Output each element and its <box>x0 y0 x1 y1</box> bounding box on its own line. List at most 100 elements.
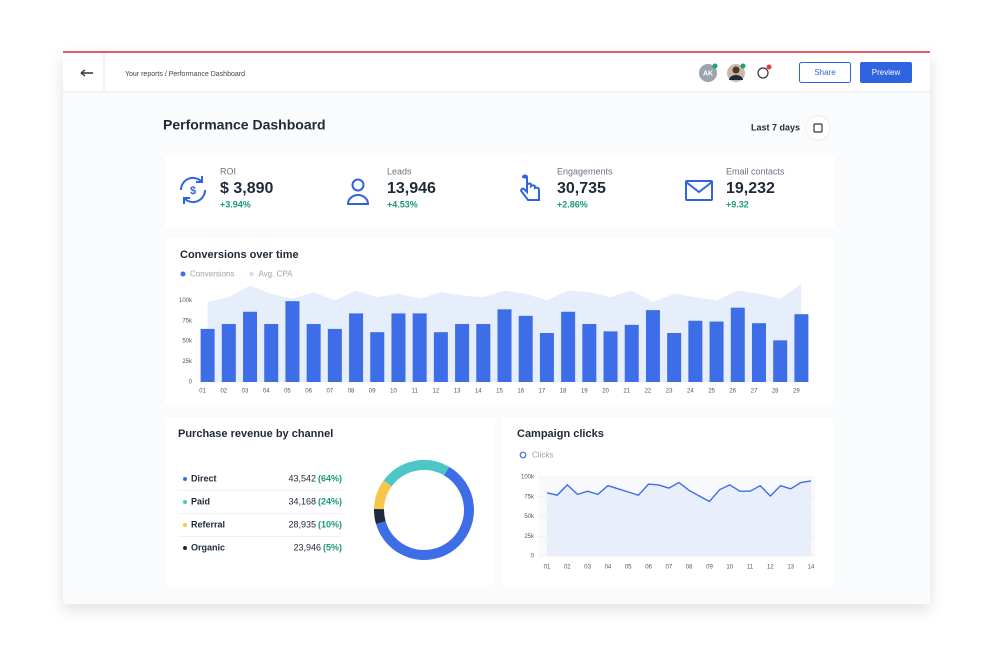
y-tick-label: 50k <box>182 339 193 345</box>
bar <box>200 328 215 382</box>
engagement-icon <box>520 174 540 201</box>
kpi-change: +2.86% <box>557 199 588 209</box>
x-tick-label: 04 <box>605 565 612 571</box>
kpi-change: +4.53% <box>387 199 418 209</box>
x-tick-label: 08 <box>348 389 355 395</box>
kpi-value: 19,232 <box>726 180 775 197</box>
calendar-button[interactable] <box>805 115 831 141</box>
x-tick-label: 02 <box>220 389 227 395</box>
bar <box>773 340 788 382</box>
bar <box>327 328 342 382</box>
bar <box>582 324 597 382</box>
x-tick-label: 16 <box>517 389 524 395</box>
x-tick-label: 06 <box>305 389 312 395</box>
x-tick-label: 09 <box>369 389 376 395</box>
x-tick-label: 15 <box>496 389 503 395</box>
bar <box>306 324 321 382</box>
preview-button[interactable] <box>860 62 912 83</box>
channel-name: Paid <box>191 496 210 506</box>
x-tick-label: 01 <box>199 389 206 395</box>
calendar-icon <box>813 123 823 133</box>
x-tick-label: 24 <box>687 389 694 395</box>
legend-dot <box>183 523 187 527</box>
back-arrow[interactable] <box>80 69 93 77</box>
bar <box>561 311 576 382</box>
kpi-change: +3.94% <box>220 199 251 209</box>
svg-text:$: $ <box>190 185 196 197</box>
y-tick-label: 50k <box>524 514 535 520</box>
channel-value: 43,542 <box>288 473 316 483</box>
y-tick-label: 100k <box>521 475 535 481</box>
chart-title: Campaign clicks <box>517 428 604 440</box>
avatar[interactable] <box>699 64 717 82</box>
avatar-head <box>732 66 740 74</box>
channel-value: 34,168 <box>288 496 316 506</box>
x-tick-label: 29 <box>793 389 800 395</box>
bar <box>370 332 385 382</box>
share-button[interactable] <box>799 62 851 83</box>
email-icon <box>685 180 713 201</box>
kpi-label: Email contacts <box>726 166 785 176</box>
y-tick-label: 0 <box>189 380 193 386</box>
notification-dot <box>766 64 772 70</box>
legend-marker <box>248 271 254 277</box>
bar <box>349 313 364 382</box>
channel-share: (5%) <box>323 542 342 552</box>
breadcrumb[interactable]: Your reports / Performance Dashboard <box>125 71 245 78</box>
y-tick-label: 75k <box>182 318 193 324</box>
bar <box>221 324 236 382</box>
chart-title: Purchase revenue by channel <box>178 428 333 440</box>
chat-icon[interactable] <box>757 67 769 79</box>
x-tick-label: 14 <box>475 389 482 395</box>
x-tick-label: 26 <box>729 389 736 395</box>
kpi-label: Engagements <box>557 166 613 176</box>
channel-share: (10%) <box>318 519 342 529</box>
roi-icon: $ <box>179 176 207 204</box>
bar <box>624 324 639 382</box>
date-range[interactable]: Last 7 days <box>751 122 800 132</box>
bar <box>730 307 745 382</box>
line <box>546 480 812 503</box>
bar <box>455 324 470 382</box>
kpi-change: +9.32 <box>726 199 749 209</box>
kpi-label: Leads <box>387 166 412 176</box>
x-tick-label: 19 <box>581 389 588 395</box>
x-tick-label: 05 <box>625 565 632 571</box>
legend-dot <box>183 477 187 481</box>
x-tick-label: 28 <box>772 389 779 395</box>
dashboard-title: Performance Dashboard <box>163 117 326 133</box>
x-tick-label: 02 <box>564 565 571 571</box>
channel-value: 23,946 <box>293 542 321 552</box>
channel-name: Referral <box>191 519 225 529</box>
channel-name: Direct <box>191 473 217 483</box>
x-tick-label: 07 <box>666 565 673 571</box>
bar <box>391 313 406 382</box>
x-tick-label: 12 <box>433 389 440 395</box>
header-bar <box>63 52 930 92</box>
status-dot <box>740 63 746 69</box>
x-tick-label: 18 <box>560 389 567 395</box>
x-tick-label: 06 <box>645 565 652 571</box>
x-tick-label: 11 <box>747 565 754 571</box>
legend-label: Clicks <box>532 451 553 460</box>
avatar-initials: AK <box>703 70 713 77</box>
channel-name: Organic <box>191 542 225 552</box>
x-tick-label: 25 <box>708 389 715 395</box>
top-border <box>63 51 930 53</box>
kpi-value: $ 3,890 <box>220 180 273 197</box>
x-tick-label: 10 <box>390 389 397 395</box>
x-tick-label: 13 <box>787 565 794 571</box>
kpi-value: 30,735 <box>557 180 606 197</box>
x-tick-label: 03 <box>584 565 591 571</box>
bar <box>476 324 491 382</box>
bar <box>688 320 703 382</box>
donut-segment <box>376 466 474 560</box>
kpi-label: ROI <box>220 166 236 176</box>
x-tick-label: 05 <box>284 389 291 395</box>
channel-share: (24%) <box>318 496 342 506</box>
bar <box>412 313 427 382</box>
bar <box>603 331 618 382</box>
bar <box>667 333 682 382</box>
x-tick-label: 08 <box>686 565 693 571</box>
chart-title: Conversions over time <box>180 249 299 261</box>
